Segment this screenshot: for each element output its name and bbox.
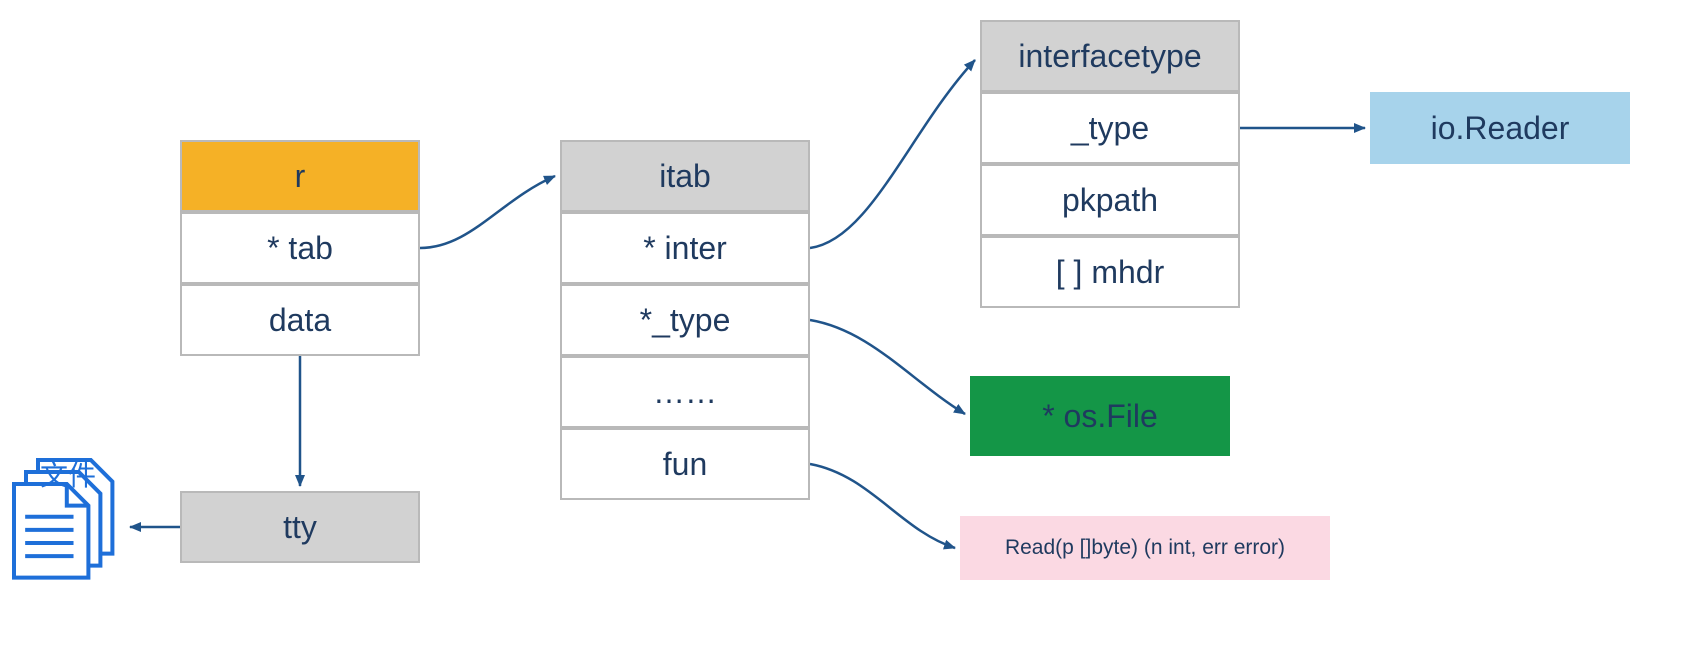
edge-type-to-osfile (810, 320, 965, 414)
file-icon-label: 文件 (40, 454, 96, 494)
edge-inter-to-interfacetype (810, 60, 975, 248)
edge-fun-to-read (810, 464, 955, 548)
block-interfacetype-cell-2: [ ] mhdr (980, 236, 1240, 308)
block-itab-cell-1: *_type (560, 284, 810, 356)
box-os_file: * os.File (970, 376, 1230, 456)
block-itab-cell-2: …… (560, 356, 810, 428)
block-interfacetype-cell-0: _type (980, 92, 1240, 164)
box-io_reader: io.Reader (1370, 92, 1630, 164)
block-r-cell-0: * tab (180, 212, 420, 284)
block-itab-cell-3: fun (560, 428, 810, 500)
block-tty-cell-0: tty (180, 491, 420, 563)
block-itab-header: itab (560, 140, 810, 212)
box-read_sig: Read(p []byte) (n int, err error) (960, 516, 1330, 580)
block-interfacetype-header: interfacetype (980, 20, 1240, 92)
block-itab-cell-0: * inter (560, 212, 810, 284)
file-icon-page (14, 484, 88, 578)
block-r-header: r (180, 140, 420, 212)
block-r-cell-1: data (180, 284, 420, 356)
block-interfacetype-cell-1: pkpath (980, 164, 1240, 236)
edge-tab-to-itab (420, 176, 555, 248)
